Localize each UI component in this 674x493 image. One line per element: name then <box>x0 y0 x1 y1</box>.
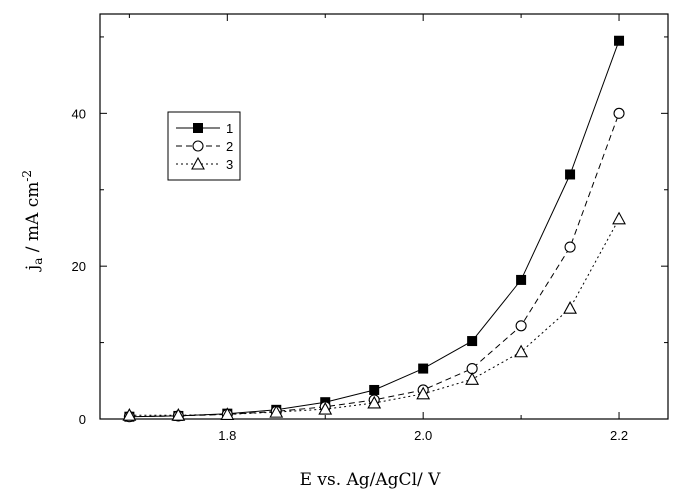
x-axis-ticks: 1.8 2.0 2.2 <box>128 14 628 443</box>
x-tick-label: 2.0 <box>414 428 432 443</box>
legend-marker-2 <box>192 140 204 152</box>
y-tick-label: 20 <box>72 259 86 274</box>
series-3-point <box>171 408 186 421</box>
series-2-point <box>564 241 576 253</box>
series-3 <box>122 211 626 421</box>
series-3-point <box>465 372 480 385</box>
series-2-point <box>466 363 478 375</box>
y-axis-title-main: j <box>23 265 43 272</box>
series-1-point <box>614 35 625 46</box>
legend: 1 2 3 <box>167 111 241 181</box>
series-3-point <box>612 211 626 225</box>
y-axis-title-superscript: -2 <box>20 170 34 182</box>
y-axis-title-rest: / mA cm <box>23 182 43 258</box>
legend-marker-3 <box>191 156 205 170</box>
series-1-point <box>516 274 527 285</box>
y-axis-title-subscript: a <box>31 258 45 265</box>
legend-label-3: 3 <box>226 157 233 172</box>
series-3-point <box>514 344 529 358</box>
series-3-point <box>416 386 431 400</box>
y-tick-label: 40 <box>72 106 86 121</box>
series-3-point <box>318 401 333 415</box>
x-tick-label: 2.2 <box>610 428 628 443</box>
y-axis-ticks: 0 20 40 <box>72 36 668 427</box>
y-tick-label: 0 <box>79 412 86 427</box>
series-3-point <box>122 408 137 421</box>
legend-items: 1 2 3 <box>176 121 233 172</box>
series-1-point <box>418 363 429 374</box>
legend-marker-1 <box>193 123 203 133</box>
legend-label-2: 2 <box>226 139 233 154</box>
series-3-point <box>367 395 382 409</box>
series-3-point <box>269 404 284 418</box>
series-1-point <box>565 169 576 180</box>
x-tick-label: 1.8 <box>218 428 236 443</box>
series-1-point <box>467 336 478 347</box>
series-2-point <box>613 107 625 119</box>
series-1-line <box>129 40 620 418</box>
series-1-point <box>369 384 380 395</box>
x-axis-title: E vs. Ag/AgCl/ V <box>300 470 442 490</box>
legend-label-1: 1 <box>226 121 233 136</box>
series-layer <box>122 35 626 423</box>
series-3-point <box>563 301 577 314</box>
plot-frame <box>99 13 669 420</box>
series-1 <box>124 35 625 422</box>
series-2-point <box>515 320 527 332</box>
y-axis-title: ja / mA cm-2 <box>20 170 45 272</box>
series-3-point <box>220 407 235 420</box>
